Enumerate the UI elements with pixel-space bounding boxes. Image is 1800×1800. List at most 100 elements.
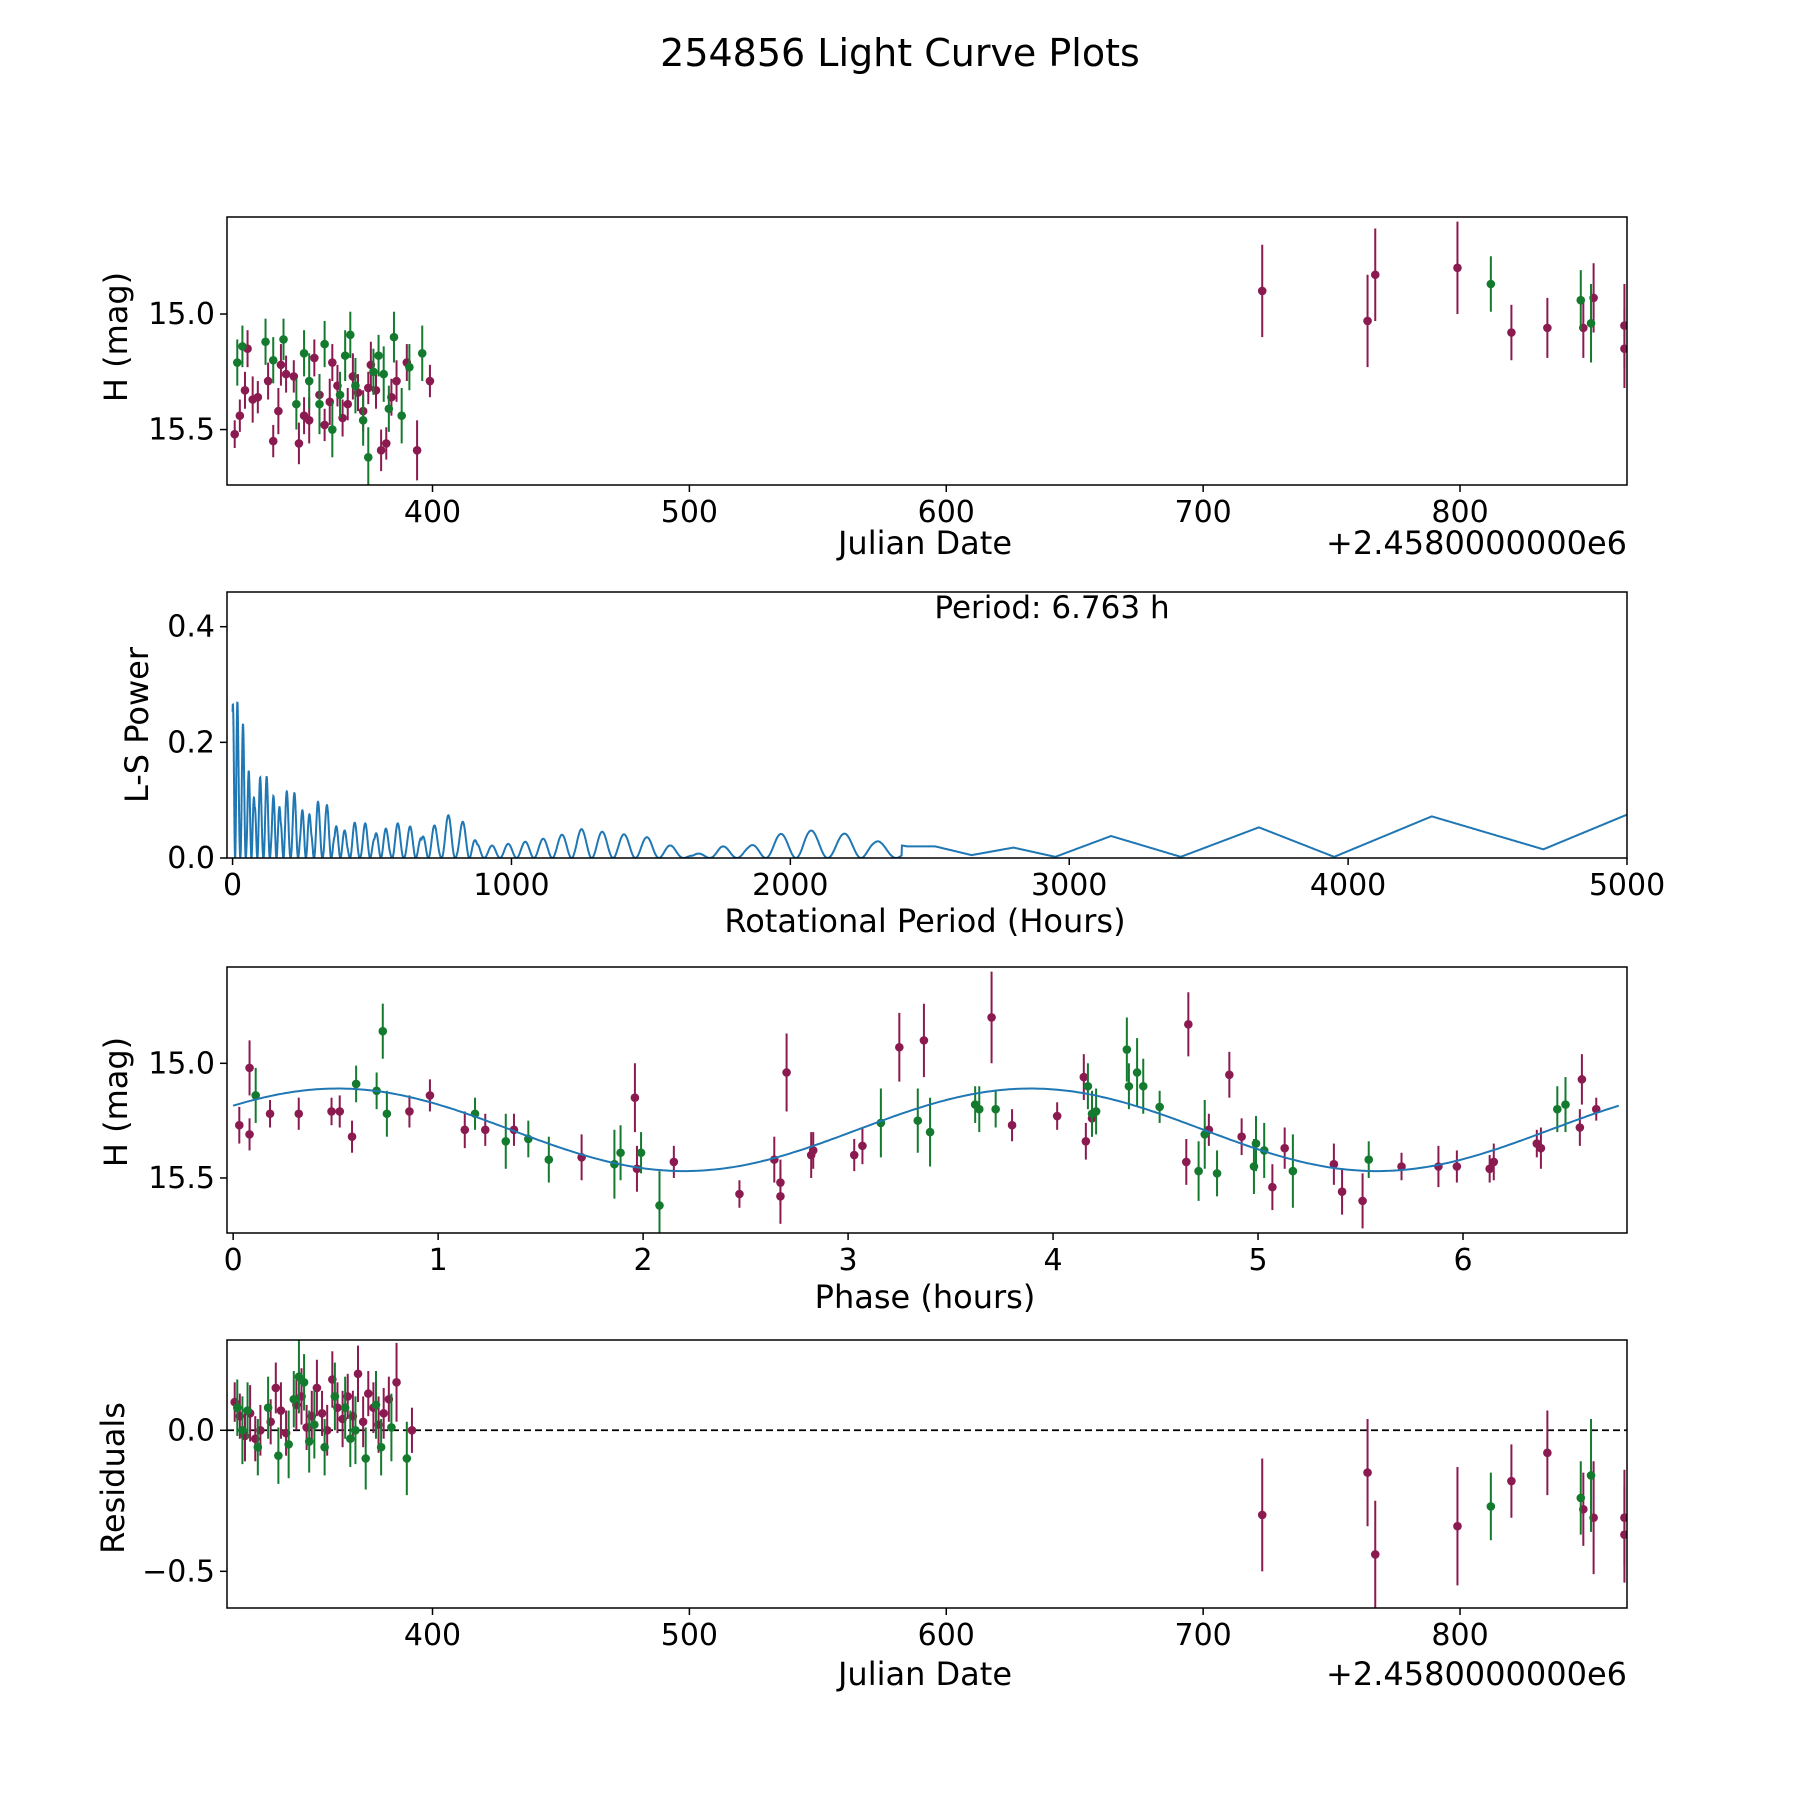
lightcurve-panel: Julian Date H (mag) +2.4580000000e6 400 5… <box>97 216 1628 562</box>
data-point <box>363 1389 373 1398</box>
lightcurve-ylabel: H (mag) <box>97 272 135 402</box>
data-point <box>379 369 388 379</box>
period-annotation: Period: 6.763 h <box>934 590 1169 626</box>
data-point <box>405 362 414 372</box>
residuals-xtick-label: 400 <box>404 1618 461 1653</box>
data-point <box>1138 1081 1148 1091</box>
data-point <box>235 411 245 420</box>
phased-xtick-label: 6 <box>1453 1243 1472 1278</box>
residuals-series-g <box>232 1340 1596 1541</box>
data-point <box>1620 1530 1627 1539</box>
data-point <box>1586 1471 1596 1480</box>
data-point <box>1586 318 1596 328</box>
phased-xtick-label: 2 <box>634 1243 653 1278</box>
data-point <box>913 1116 923 1125</box>
data-point <box>253 1442 263 1452</box>
data-point <box>425 376 435 386</box>
residuals-xtick-label: 600 <box>918 1618 975 1653</box>
data-point <box>1083 1081 1093 1091</box>
data-point <box>1237 1132 1246 1141</box>
data-point <box>1485 1164 1494 1174</box>
data-point <box>335 1107 345 1116</box>
data-point <box>310 353 319 363</box>
data-point <box>1577 1075 1587 1084</box>
data-point <box>987 1013 996 1022</box>
data-point <box>1576 1493 1586 1503</box>
data-point <box>240 385 250 395</box>
phased-ytick-label: 15.0 <box>148 1046 215 1081</box>
lightcurve-xtick-label: 400 <box>404 495 461 530</box>
periodogram-xtick-label: 4000 <box>1310 868 1386 903</box>
data-point <box>1453 263 1462 273</box>
data-point <box>268 355 278 365</box>
data-point <box>1251 1139 1261 1148</box>
data-point <box>276 360 286 370</box>
data-point <box>1079 1072 1089 1082</box>
periodogram-xtick-label: 0 <box>223 868 242 903</box>
data-point <box>1268 1182 1277 1192</box>
data-point <box>1007 1120 1017 1130</box>
data-point <box>263 1403 273 1413</box>
data-point <box>351 1425 360 1435</box>
phased-ytick-label: 15.5 <box>148 1161 215 1196</box>
data-point <box>234 1120 244 1130</box>
phased-xtick-label: 5 <box>1248 1243 1267 1278</box>
data-point <box>320 339 329 349</box>
lightcurve-xtick-label: 800 <box>1431 495 1488 530</box>
phased-xtick-label: 0 <box>224 1243 243 1278</box>
data-point <box>335 390 345 400</box>
data-point <box>636 1148 646 1158</box>
data-point <box>402 1454 412 1463</box>
residuals-ytick-label: −0.5 <box>142 1554 215 1589</box>
axes-frame <box>226 966 1628 1234</box>
data-point <box>501 1136 511 1146</box>
data-point <box>346 1434 355 1444</box>
data-point <box>274 406 283 416</box>
lightcurve-series-r <box>230 221 1627 481</box>
data-point <box>1507 1476 1516 1486</box>
axes-frame <box>226 216 1628 486</box>
data-point <box>1132 1068 1142 1077</box>
data-point <box>389 332 399 342</box>
periodogram-xtick-label: 2000 <box>752 868 828 903</box>
data-point <box>1543 323 1552 333</box>
residuals-plot-area <box>227 1340 1627 1608</box>
data-point <box>232 1403 242 1413</box>
lightcurve-xtick-label: 600 <box>918 495 975 530</box>
data-point <box>351 381 360 390</box>
data-point <box>1225 1070 1234 1080</box>
data-point <box>1561 1100 1570 1109</box>
lightcurve-series-g <box>232 256 1596 485</box>
data-point <box>294 439 304 448</box>
data-point <box>346 330 355 340</box>
data-point <box>1370 1550 1380 1559</box>
data-point <box>284 1440 293 1449</box>
data-point <box>374 351 383 360</box>
data-point <box>1620 321 1627 330</box>
data-point <box>1052 1111 1062 1121</box>
data-point <box>310 1420 319 1429</box>
residuals-xtick-label: 700 <box>1175 1618 1232 1653</box>
data-point <box>340 1403 350 1413</box>
data-point <box>1486 1502 1496 1511</box>
residuals-panel: Julian Date Residuals +2.4580000000e6 40… <box>94 1339 1628 1693</box>
data-point <box>379 1409 388 1418</box>
data-point <box>378 1026 388 1036</box>
data-point <box>895 1042 904 1052</box>
residuals-xtick-label: 500 <box>661 1618 718 1653</box>
data-point <box>232 358 242 367</box>
data-point <box>265 1109 275 1119</box>
data-point <box>294 1109 304 1119</box>
data-point <box>1194 1166 1203 1176</box>
data-point <box>384 404 394 414</box>
data-point <box>382 1109 392 1119</box>
lightcurve-ytick-label: 15.5 <box>148 413 215 448</box>
data-point <box>304 376 314 386</box>
data-point <box>328 425 337 434</box>
data-point <box>858 1141 867 1151</box>
phased-series-r <box>234 971 1601 1229</box>
phased-series-g <box>251 1003 1570 1233</box>
data-point <box>1364 1155 1374 1164</box>
data-point <box>1452 1162 1462 1171</box>
